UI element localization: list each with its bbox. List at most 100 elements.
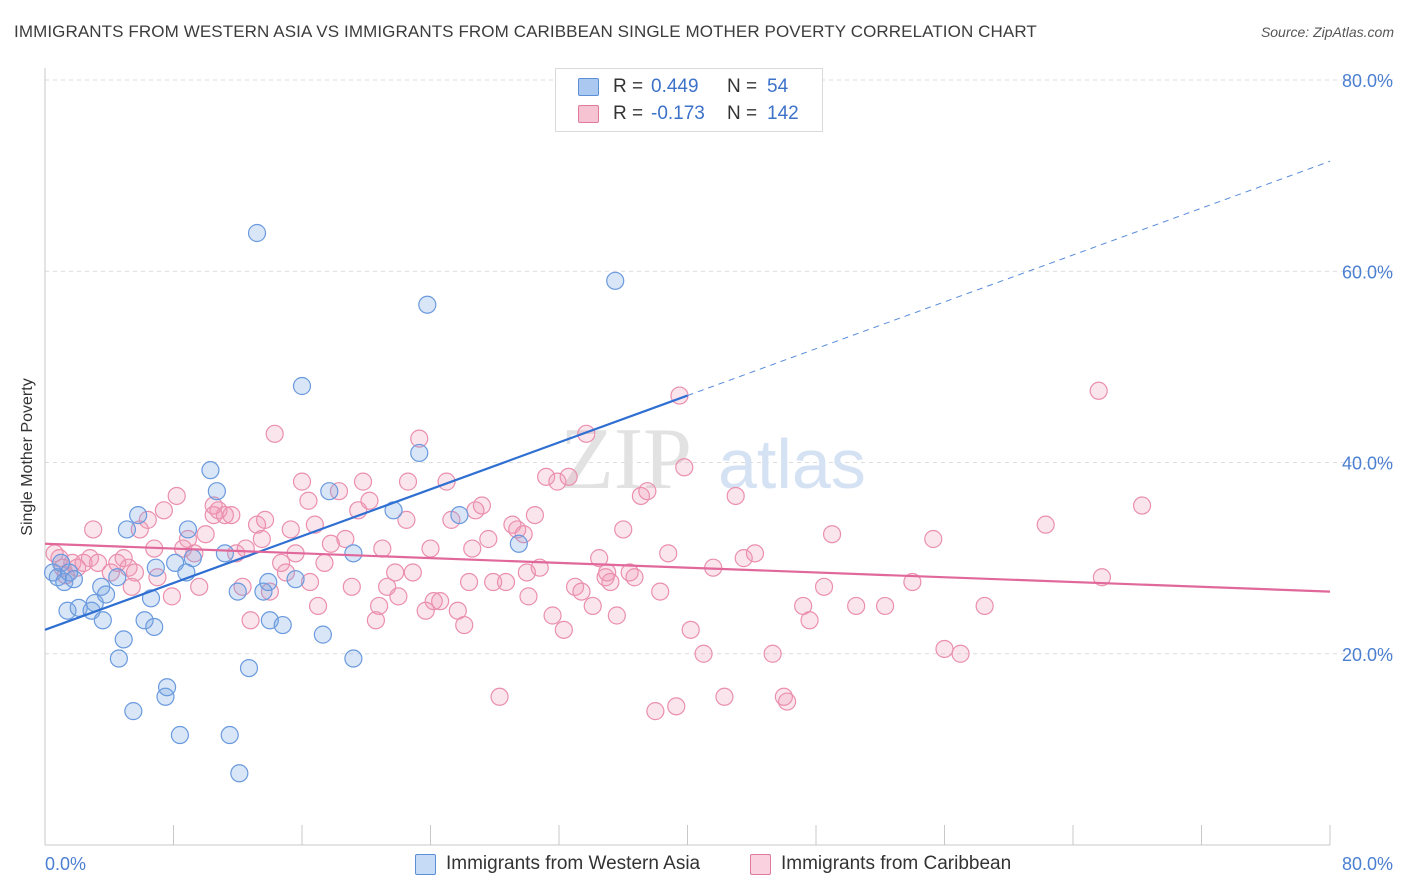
source-label: Source: ZipAtlas.com xyxy=(1260,24,1394,40)
western-asia-point xyxy=(254,582,273,601)
western-asia-point xyxy=(320,482,339,501)
caribbean-point xyxy=(88,553,108,573)
caribbean-point xyxy=(715,687,734,706)
western-asia-point xyxy=(509,534,528,553)
caribbean-point xyxy=(281,520,300,539)
caribbean-point xyxy=(490,687,509,706)
western-asia-point xyxy=(170,725,190,745)
caribbean-point xyxy=(370,596,389,616)
western-asia-points xyxy=(43,223,625,783)
western-asia-point xyxy=(215,544,234,563)
caribbean-point xyxy=(321,534,341,553)
legend-item-caribbean[interactable]: Immigrants from Caribbean xyxy=(750,851,1011,877)
caribbean-point xyxy=(162,587,181,606)
caribbean-point xyxy=(1132,496,1152,515)
caribbean-point xyxy=(472,496,491,515)
western-asia-point xyxy=(183,549,202,568)
western-asia-point xyxy=(93,611,112,630)
western-asia-point xyxy=(273,615,292,635)
caribbean-point xyxy=(398,472,418,491)
western-asia-point xyxy=(228,582,247,601)
western-asia-point xyxy=(286,570,305,589)
western-asia-trend-line xyxy=(44,394,688,631)
caribbean-points xyxy=(45,381,1152,721)
caribbean-point xyxy=(734,549,753,568)
caribbean-point xyxy=(431,592,450,611)
caribbean-point xyxy=(875,596,895,616)
caribbean-point xyxy=(638,482,657,501)
y-tick-label: 40.0% xyxy=(1342,454,1393,474)
caribbean-point xyxy=(167,486,186,506)
y-tick-label: 60.0% xyxy=(1342,262,1393,282)
western-asia-point xyxy=(135,611,154,630)
legend-swatch-pink xyxy=(750,853,771,875)
caribbean-point xyxy=(1092,568,1112,587)
caribbean-trend-line xyxy=(44,542,1331,593)
r-label: R = xyxy=(613,103,644,124)
y-tick-label: 80.0% xyxy=(1342,71,1393,91)
western-asia-point xyxy=(239,658,259,678)
western-asia-point xyxy=(129,505,148,525)
stats-box: R = 0.449 N = 54 R = -0.173 N = 142 xyxy=(555,68,823,132)
caribbean-point xyxy=(614,520,633,539)
caribbean-point xyxy=(514,525,533,544)
caribbean-point xyxy=(421,539,440,558)
caribbean-point xyxy=(847,596,866,616)
n-label: N = xyxy=(727,76,758,97)
caribbean-point xyxy=(403,563,422,582)
western-asia-point xyxy=(109,649,128,668)
caribbean-point xyxy=(241,611,260,630)
western-asia-point xyxy=(450,505,469,525)
caribbean-point xyxy=(315,553,334,573)
caribbean-point xyxy=(763,644,782,663)
caribbean-point xyxy=(903,572,922,592)
caribbean-point xyxy=(222,505,241,525)
caribbean-point xyxy=(1036,515,1055,534)
caribbean-point xyxy=(336,529,355,549)
tick-labels: 20.0% 40.0% 60.0% 80.0% 0.0% 80.0% xyxy=(45,71,1393,874)
caribbean-point xyxy=(252,529,271,549)
caribbean-point xyxy=(774,687,793,706)
caribbean-point xyxy=(154,501,173,520)
caribbean-point xyxy=(598,563,617,582)
n-value: 54 xyxy=(767,76,789,97)
caribbean-point xyxy=(646,702,665,721)
stats-row-caribbean: R = -0.173 N = 142 xyxy=(578,101,799,127)
caribbean-point xyxy=(667,697,686,716)
western-asia-point xyxy=(247,223,267,243)
caribbean-point xyxy=(397,510,416,529)
caribbean-point xyxy=(675,458,694,477)
western-asia-point xyxy=(410,443,429,463)
caribbean-point xyxy=(1089,381,1108,400)
caribbean-point xyxy=(300,572,320,592)
caribbean-point xyxy=(559,467,578,486)
caribbean-point xyxy=(496,572,516,592)
n-value: 142 xyxy=(767,103,799,124)
caribbean-point xyxy=(479,529,498,549)
caribbean-point xyxy=(577,424,596,443)
caribbean-point xyxy=(924,529,943,549)
caribbean-point xyxy=(386,563,405,582)
western-asia-point xyxy=(292,376,312,396)
caribbean-point xyxy=(265,424,284,443)
caribbean-point xyxy=(459,572,479,592)
caribbean-point xyxy=(519,587,538,606)
western-asia-point xyxy=(96,585,116,604)
caribbean-point xyxy=(276,563,296,582)
r-value: -0.173 xyxy=(651,103,705,124)
caribbean-point xyxy=(190,577,209,596)
caribbean-point xyxy=(525,505,545,525)
caribbean-point xyxy=(373,539,392,558)
western-asia-point xyxy=(230,764,249,783)
caribbean-point xyxy=(272,553,291,573)
caribbean-point xyxy=(299,491,318,510)
axes xyxy=(44,68,1331,846)
western-asia-point xyxy=(117,520,137,539)
caribbean-point xyxy=(814,577,834,596)
caribbean-point xyxy=(601,572,620,592)
legend-item-western-asia[interactable]: Immigrants from Western Asia xyxy=(415,851,700,877)
watermark: ZIP atlas xyxy=(560,411,866,508)
caribbean-point xyxy=(366,611,385,630)
western-asia-point xyxy=(141,589,161,608)
western-asia-point xyxy=(157,678,177,697)
